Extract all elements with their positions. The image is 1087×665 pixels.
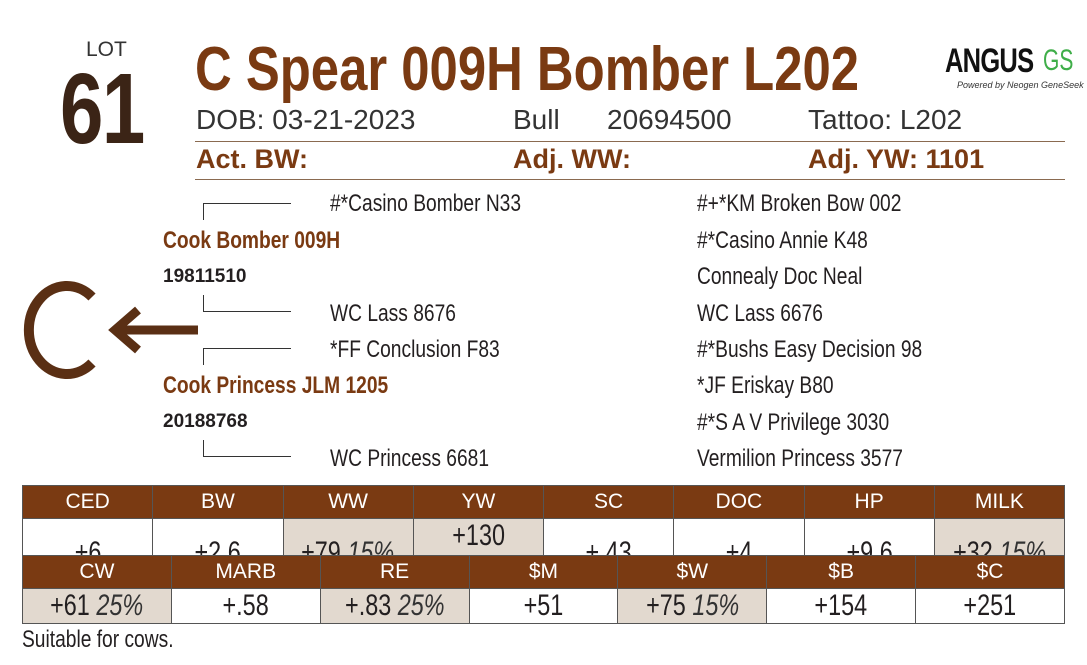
epd-header: CW: [22, 555, 172, 589]
epd-value: +.58: [222, 589, 269, 622]
pedigree-ancestor: Connealy Doc Neal: [697, 263, 863, 290]
epd-header: CED: [21, 485, 154, 519]
epd-value: +.83: [344, 589, 392, 622]
epd-header: BW: [152, 485, 284, 519]
sire-registration: 19811510: [163, 266, 247, 287]
pedigree-ancestor: #*S A V Privilege 3030: [697, 409, 890, 436]
epd-header: RE: [319, 555, 470, 589]
divider: [195, 179, 1065, 180]
animal-name: C Spear 009H Bomber L202: [195, 35, 860, 104]
sire-sire: #*Casino Bomber N33: [330, 190, 522, 217]
sex: Bull: [513, 104, 560, 135]
epd-header: WW: [282, 485, 414, 519]
epd-header: MARB: [170, 555, 321, 589]
epd-header: DOC: [673, 485, 805, 519]
sire: Cook Bomber 009H: [163, 227, 341, 254]
angus-gs-logo: ANGUS GS Powered by Neogen GeneSeek: [945, 42, 1084, 90]
pedigree-ancestor: #+*KM Broken Bow 002: [697, 190, 902, 217]
epd-value: +130: [452, 519, 505, 552]
lot-label: LOT: [86, 38, 127, 61]
epd-value: +61: [50, 589, 91, 622]
epd-percentile: 25%: [397, 589, 445, 622]
epd-value-cell: +61 25%: [22, 588, 172, 624]
footer-note: Suitable for cows.: [22, 626, 174, 653]
sire-dam: WC Lass 8676: [330, 300, 456, 327]
epd-header: SC: [542, 485, 675, 519]
pedigree-ancestor: #*Casino Annie K48: [697, 227, 868, 254]
dam-registration: 20188768: [163, 411, 248, 432]
epd-value: +251: [963, 589, 1017, 622]
epd-value-cell: +.83 25%: [319, 588, 470, 624]
epd-value: +75: [645, 589, 686, 622]
epd-value: +51: [523, 589, 564, 622]
dam-sire: *FF Conclusion F83: [330, 336, 500, 363]
dam-dam: WC Princess 6681: [330, 445, 489, 472]
epd-header: MILK: [933, 485, 1066, 519]
pedigree-ancestor: Vermilion Princess 3577: [697, 445, 903, 472]
epd-value-cell: +.58: [170, 588, 321, 624]
lot-number: 61: [60, 53, 145, 165]
epd-value-cell: +75 15%: [617, 588, 768, 624]
pedigree-bracket: [203, 295, 291, 312]
pedigree-ancestor: #*Bushs Easy Decision 98: [697, 336, 923, 363]
epd-table-2: CW MARB RE $M $W $B $C +61 25% +.58 +.83 25% +51 +7…: [22, 555, 1065, 624]
epd-header: $B: [766, 555, 917, 589]
epd-value: +154: [814, 589, 868, 622]
epd-header: $M: [468, 555, 619, 589]
epd-header: HP: [803, 485, 935, 519]
pedigree-bracket: [203, 440, 291, 457]
dam: Cook Princess JLM 1205: [163, 372, 389, 399]
epd-header: YW: [412, 485, 545, 519]
epd-percentile: 25%: [96, 589, 144, 622]
pedigree-ancestor: *JF Eriskay B80: [697, 372, 834, 399]
adjusted-yw: Adj. YW: 1101: [808, 144, 985, 174]
epd-percentile: 15%: [691, 589, 739, 622]
epd-header: $W: [617, 555, 768, 589]
epd-value-cell: +251: [915, 588, 1065, 624]
pedigree-ancestor: WC Lass 6676: [697, 300, 823, 327]
actual-bw: Act. BW:: [196, 144, 308, 174]
divider: [195, 141, 1065, 142]
dob: DOB: 03-21-2023: [196, 104, 416, 135]
tattoo: Tattoo: L202: [808, 104, 963, 135]
epd-value-cell: +51: [468, 588, 619, 624]
c-brand-arrow-icon: [23, 281, 198, 379]
epd-header: $C: [915, 555, 1065, 589]
epd-value-cell: +154: [766, 588, 917, 624]
adjusted-ww: Adj. WW:: [513, 144, 631, 174]
pedigree-bracket: [203, 203, 291, 220]
pedigree-bracket: [203, 348, 291, 365]
registration-number: 20694500: [607, 104, 732, 135]
